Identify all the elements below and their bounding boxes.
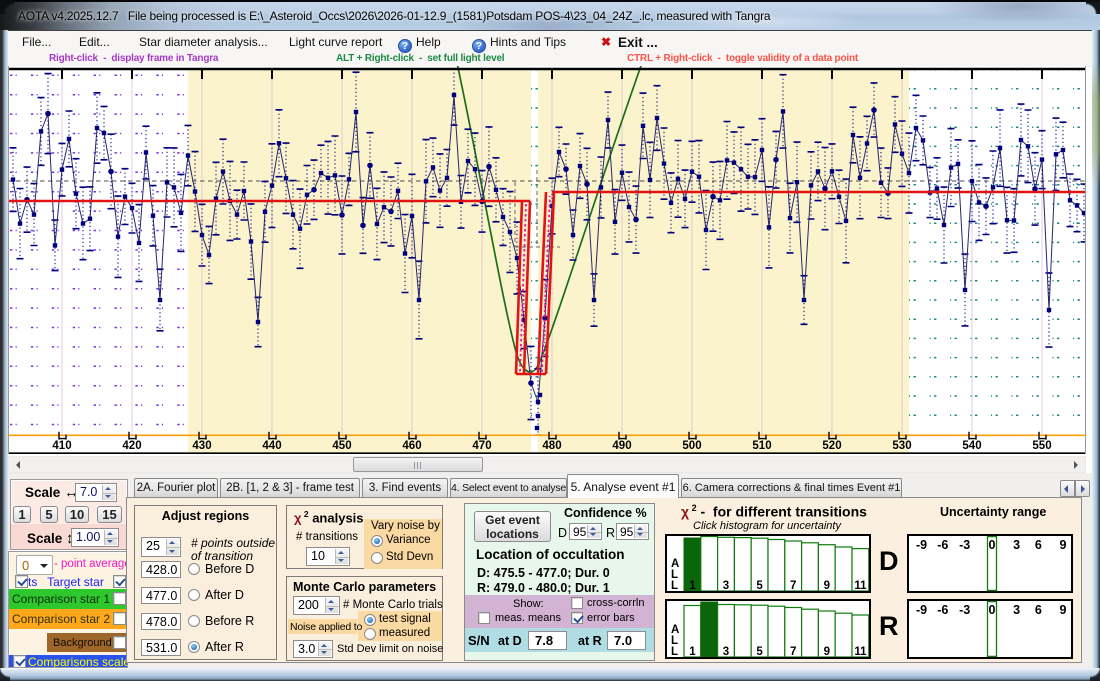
svg-text:-3: -3 (959, 603, 970, 617)
svg-text:-9: -9 (916, 538, 927, 552)
svg-text:520: 520 (822, 440, 841, 452)
svg-text:480: 480 (542, 440, 561, 452)
svg-text:450: 450 (332, 440, 351, 452)
svg-text:510: 510 (752, 440, 771, 452)
svg-text:500: 500 (682, 440, 701, 452)
svg-text:0: 0 (989, 538, 996, 552)
svg-text:3: 3 (1013, 538, 1020, 552)
svg-text:-9: -9 (916, 603, 927, 617)
svg-text:7: 7 (790, 646, 796, 657)
svg-text:6: 6 (1035, 538, 1042, 552)
svg-text:410: 410 (52, 440, 71, 452)
svg-text:430: 430 (192, 440, 211, 452)
svg-text:9: 9 (824, 580, 830, 591)
svg-text:420: 420 (122, 440, 141, 452)
svg-text:-6: -6 (937, 603, 948, 617)
svg-text:L: L (671, 635, 678, 647)
svg-text:3: 3 (1013, 603, 1020, 617)
svg-text:-3: -3 (959, 538, 970, 552)
svg-text:470: 470 (472, 440, 491, 452)
svg-text:5: 5 (756, 580, 763, 591)
svg-text:1: 1 (689, 646, 696, 657)
svg-text:-6: -6 (937, 538, 948, 552)
svg-text:9: 9 (1060, 538, 1067, 552)
svg-text:3: 3 (723, 646, 729, 657)
svg-text:1: 1 (689, 580, 696, 591)
svg-text:9: 9 (824, 646, 830, 657)
svg-text:550: 550 (1032, 440, 1051, 452)
svg-text:0: 0 (989, 603, 996, 617)
svg-text:A: A (671, 558, 679, 570)
svg-text:3: 3 (723, 580, 729, 591)
svg-text:A: A (671, 624, 679, 636)
svg-text:5: 5 (756, 646, 763, 657)
svg-text:9: 9 (1060, 603, 1067, 617)
svg-text:490: 490 (612, 440, 631, 452)
svg-text:L: L (671, 569, 678, 581)
svg-text:440: 440 (262, 440, 281, 452)
svg-text:7: 7 (790, 580, 796, 591)
svg-text:540: 540 (962, 440, 981, 452)
svg-text:460: 460 (402, 440, 421, 452)
svg-text:L: L (671, 580, 678, 591)
svg-text:11: 11 (854, 646, 867, 657)
svg-text:530: 530 (892, 440, 911, 452)
svg-text:L: L (671, 646, 678, 657)
svg-text:6: 6 (1035, 603, 1042, 617)
svg-text:11: 11 (854, 580, 867, 591)
